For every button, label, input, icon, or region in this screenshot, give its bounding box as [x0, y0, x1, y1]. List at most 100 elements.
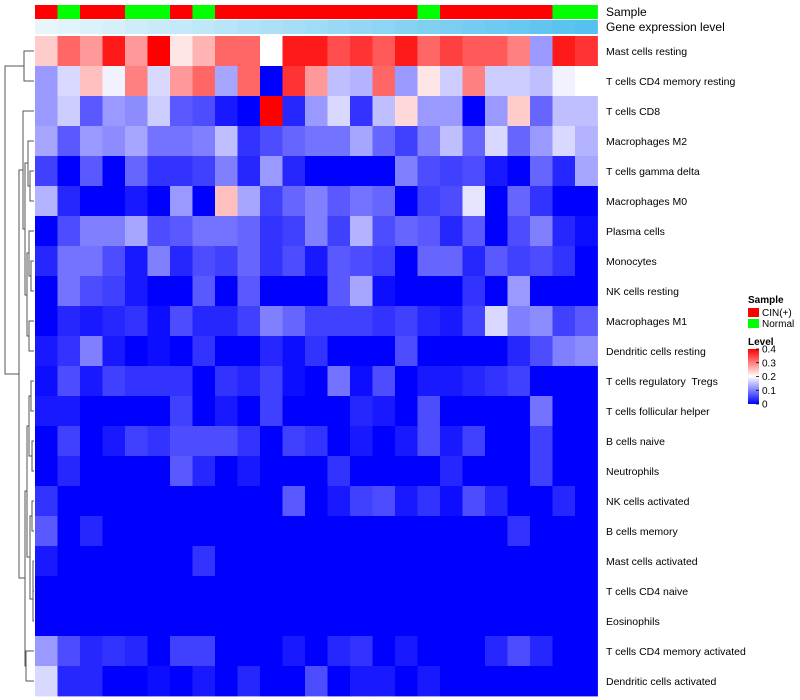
- heatmap-cell: [327, 606, 351, 637]
- heatmap-cell: [575, 666, 598, 697]
- heatmap-cell: [305, 426, 328, 457]
- heatmap-cell: [282, 186, 306, 217]
- heatmap-cell: [80, 66, 103, 97]
- heatmap-cell: [485, 156, 508, 187]
- heatmap-cell: [327, 336, 351, 367]
- expression-annotation-cell: [125, 20, 148, 34]
- heatmap-cell: [102, 306, 126, 337]
- heatmap-cell: [170, 546, 193, 577]
- heatmap-cell: [237, 336, 261, 367]
- heatmap-cell: [192, 246, 216, 277]
- heatmap-cell: [35, 276, 58, 307]
- heatmap-cell: [507, 246, 531, 277]
- heatmap-cell: [507, 276, 531, 307]
- heatmap-cell: [215, 486, 238, 517]
- heatmap-cell: [170, 216, 193, 247]
- heatmap-cell: [507, 606, 531, 637]
- heatmap-cell: [395, 396, 418, 427]
- heatmap-cell: [372, 216, 396, 247]
- heatmap-cell: [552, 516, 576, 547]
- heatmap-cell: [260, 306, 283, 337]
- heatmap-cell: [102, 96, 126, 127]
- heatmap-cell: [485, 666, 508, 697]
- heatmap-cell: [305, 396, 328, 427]
- heatmap-cell: [125, 606, 148, 637]
- expression-annotation-cell: [260, 20, 283, 34]
- heatmap-cell: [305, 456, 328, 487]
- heatmap-cell: [440, 246, 463, 277]
- heatmap-cell: [395, 96, 418, 127]
- heatmap-cell: [395, 456, 418, 487]
- heatmap-cell: [507, 336, 531, 367]
- heatmap-cell: [395, 126, 418, 157]
- heatmap-cell: [575, 336, 598, 367]
- heatmap-cell: [125, 276, 148, 307]
- heatmap-cell: [372, 366, 396, 397]
- heatmap-cell: [440, 96, 463, 127]
- heatmap-cell: [372, 576, 396, 607]
- heatmap-cell: [192, 336, 216, 367]
- heatmap-cell: [440, 126, 463, 157]
- heatmap-cell: [147, 66, 171, 97]
- row-dendrogram: [4, 50, 34, 682]
- heatmap-cell: [215, 636, 238, 667]
- heatmap-cell: [192, 516, 216, 547]
- heatmap-cell: [102, 186, 126, 217]
- heatmap-cell: [237, 246, 261, 277]
- heatmap-cell: [485, 366, 508, 397]
- heatmap-cell: [57, 336, 81, 367]
- heatmap-cell: [80, 366, 103, 397]
- heatmap-cell: [552, 606, 576, 637]
- heatmap-cell: [35, 66, 58, 97]
- heatmap-cell: [372, 156, 396, 187]
- legend-level-title: Level: [748, 337, 774, 348]
- heatmap-cell: [147, 516, 171, 547]
- heatmap-cell: [237, 606, 261, 637]
- heatmap-cell: [575, 576, 598, 607]
- heatmap-cell: [57, 606, 81, 637]
- row-label: Plasma cells: [606, 226, 665, 238]
- expression-annotation-cell: [35, 20, 58, 34]
- heatmap-cell: [35, 516, 58, 547]
- heatmap-cell: [80, 246, 103, 277]
- expression-annotation-cell: [305, 20, 328, 34]
- sample-annotation-cell: [260, 5, 283, 19]
- row-label: T cells CD4 memory resting: [606, 76, 735, 88]
- heatmap-cell: [507, 666, 531, 697]
- heatmap-cell: [260, 606, 283, 637]
- heatmap-cell: [35, 456, 58, 487]
- heatmap-cell: [440, 216, 463, 247]
- heatmap-cell: [57, 156, 81, 187]
- heatmap-cell: [192, 396, 216, 427]
- heatmap-cell: [170, 306, 193, 337]
- heatmap-cell: [575, 276, 598, 307]
- heatmap-cell: [192, 186, 216, 217]
- heatmap-cell: [57, 276, 81, 307]
- heatmap-cell: [282, 156, 306, 187]
- expression-annotation-cell: [170, 20, 193, 34]
- heatmap-cell: [215, 666, 238, 697]
- heatmap-cell: [440, 186, 463, 217]
- heatmap-cell: [305, 276, 328, 307]
- row-label: B cells memory: [606, 526, 679, 538]
- heatmap-cell: [170, 66, 193, 97]
- heatmap-cell: [282, 306, 306, 337]
- heatmap-cell: [260, 576, 283, 607]
- heatmap-cell: [260, 156, 283, 187]
- heatmap-cell: [552, 636, 576, 667]
- heatmap-cell: [552, 246, 576, 277]
- color-scale-tick-label: 0: [762, 400, 768, 411]
- heatmap-cell: [80, 36, 103, 67]
- heatmap-cell: [125, 456, 148, 487]
- heatmap-cell: [372, 36, 396, 67]
- heatmap-cell: [125, 516, 148, 547]
- heatmap-cell: [417, 276, 441, 307]
- heatmap-cell: [305, 546, 328, 577]
- heatmap-cell: [485, 426, 508, 457]
- heatmap-cell: [462, 246, 486, 277]
- heatmap-cell: [147, 636, 171, 667]
- heatmap-cell: [215, 606, 238, 637]
- heatmap-cell: [170, 666, 193, 697]
- heatmap-cell: [282, 666, 306, 697]
- heatmap-cell: [282, 276, 306, 307]
